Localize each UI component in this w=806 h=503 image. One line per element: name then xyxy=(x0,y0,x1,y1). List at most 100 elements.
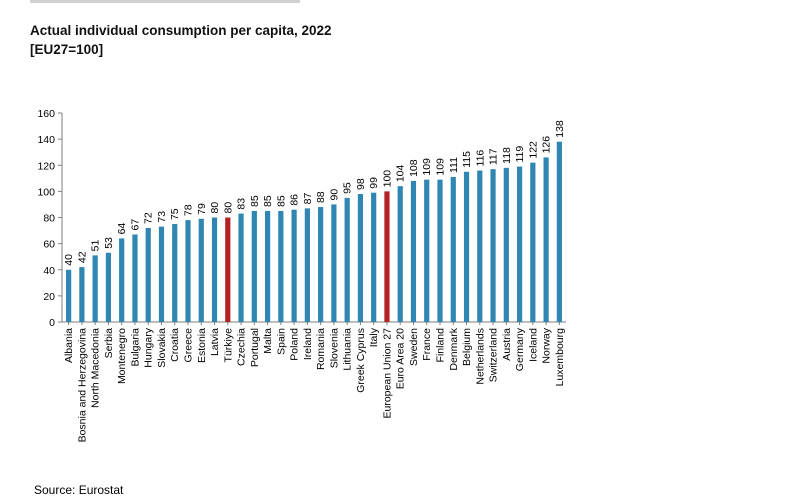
category-label: Türkiye xyxy=(222,328,234,363)
value-label: 126 xyxy=(541,136,553,154)
bar xyxy=(477,170,483,322)
value-label: 87 xyxy=(302,193,314,205)
value-label: 53 xyxy=(103,237,115,249)
category-label: Poland xyxy=(289,328,301,361)
value-label: 118 xyxy=(501,147,513,164)
bar xyxy=(198,218,204,322)
category-label: Spain xyxy=(275,328,287,355)
value-label: 138 xyxy=(554,120,566,138)
bar xyxy=(278,210,284,322)
value-label: 109 xyxy=(421,158,433,176)
category-label: Malta xyxy=(262,328,274,354)
bar xyxy=(384,191,390,323)
value-label: 51 xyxy=(90,240,102,252)
category-label: Latvia xyxy=(209,328,221,356)
category-label: Euro Area 20 xyxy=(395,328,407,389)
value-label: 67 xyxy=(129,219,141,231)
value-label: 73 xyxy=(156,211,168,223)
value-label: 64 xyxy=(116,223,128,235)
category-label: Greece xyxy=(183,328,195,363)
bar xyxy=(264,210,271,322)
chart-subtitle: [EU27=100] xyxy=(30,42,104,57)
value-label: 99 xyxy=(368,177,380,189)
bar xyxy=(490,169,496,322)
category-label: Finland xyxy=(435,328,447,363)
value-label: 40 xyxy=(63,254,75,266)
value-label: 42 xyxy=(76,251,88,263)
bar xyxy=(424,179,430,322)
bar xyxy=(211,217,218,322)
value-label: 119 xyxy=(514,146,526,163)
value-label: 104 xyxy=(395,164,407,182)
bar xyxy=(516,166,523,322)
bar xyxy=(158,226,165,322)
category-label: European Union 27 xyxy=(381,328,393,419)
value-label: 117 xyxy=(488,148,500,165)
y-tick-label: 140 xyxy=(37,134,55,146)
value-label: 108 xyxy=(408,159,420,177)
category-label: Belgium xyxy=(461,328,473,366)
bar xyxy=(318,207,324,322)
value-label: 109 xyxy=(435,158,447,176)
value-label: 100 xyxy=(381,170,393,188)
category-label: Denmark xyxy=(448,327,460,370)
bar xyxy=(251,210,257,322)
category-label: North Macedonia xyxy=(90,328,102,408)
category-label: Portugal xyxy=(249,328,261,367)
value-label: 85 xyxy=(249,195,261,207)
category-label: Hungary xyxy=(143,327,155,367)
category-label: Lithuania xyxy=(342,328,354,371)
bar xyxy=(331,204,337,322)
bar xyxy=(225,217,231,322)
y-tick-label: 60 xyxy=(43,239,55,251)
value-label: 79 xyxy=(196,203,208,215)
bar xyxy=(66,269,72,322)
bar xyxy=(437,179,443,322)
bar xyxy=(397,186,403,322)
category-label: Romania xyxy=(315,328,327,370)
bar xyxy=(410,180,417,322)
bar xyxy=(556,141,562,322)
y-tick-label: 0 xyxy=(49,317,55,329)
category-label: Ireland xyxy=(302,328,314,360)
value-label: 122 xyxy=(527,141,539,159)
value-label: 85 xyxy=(275,195,287,207)
category-label: Greek Cyprus xyxy=(355,328,367,393)
value-label: 90 xyxy=(328,189,340,201)
category-label: Bulgaria xyxy=(129,328,141,367)
header-strip xyxy=(30,0,300,3)
category-label: Estonia xyxy=(196,328,208,363)
category-label: Norway xyxy=(541,327,553,363)
chart-title: Actual individual consumption per capita… xyxy=(30,23,332,38)
category-label: Bosnia and Herzegovina xyxy=(76,328,88,443)
bar xyxy=(79,267,85,322)
y-tick-label: 80 xyxy=(43,213,55,225)
bar xyxy=(543,157,549,322)
bar xyxy=(530,162,536,322)
category-label: Switzerland xyxy=(488,328,500,382)
value-label: 83 xyxy=(236,198,248,210)
category-label: Iceland xyxy=(527,328,539,362)
value-label: 86 xyxy=(289,194,301,206)
category-label: Netherlands xyxy=(474,328,486,385)
bar xyxy=(450,177,456,322)
value-label: 111 xyxy=(448,157,460,173)
category-label: Montenegro xyxy=(116,328,128,384)
bar xyxy=(185,220,191,322)
category-label: Slovakia xyxy=(156,328,168,368)
value-label: 72 xyxy=(143,212,155,224)
bar xyxy=(291,209,297,322)
value-label: 88 xyxy=(315,191,327,203)
category-label: Sweden xyxy=(408,328,420,366)
bar xyxy=(371,192,377,322)
bar xyxy=(92,255,98,322)
y-tick-label: 160 xyxy=(37,108,55,120)
category-label: Germany xyxy=(514,327,526,371)
value-label: 115 xyxy=(461,151,473,168)
value-label: 80 xyxy=(222,202,234,214)
category-label: Austria xyxy=(501,328,513,361)
value-label: 78 xyxy=(183,204,195,216)
category-label: France xyxy=(421,328,433,361)
category-label: Serbia xyxy=(103,328,115,359)
value-label: 75 xyxy=(169,208,181,220)
